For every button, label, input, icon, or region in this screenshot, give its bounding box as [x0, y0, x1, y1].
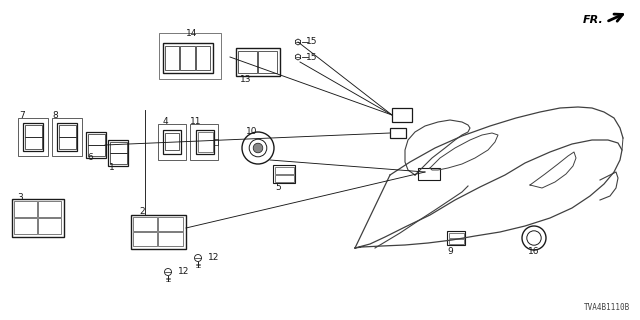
- Bar: [131, 215, 186, 249]
- Text: 10: 10: [246, 126, 258, 135]
- Bar: [236, 48, 280, 76]
- Text: 5: 5: [275, 183, 281, 193]
- Bar: [58, 124, 76, 137]
- Bar: [38, 218, 61, 234]
- Bar: [190, 124, 218, 160]
- Bar: [18, 118, 48, 156]
- Text: 4: 4: [162, 117, 168, 126]
- Text: 16: 16: [528, 247, 540, 257]
- Bar: [214, 139, 218, 145]
- Bar: [449, 239, 463, 244]
- Bar: [159, 33, 221, 79]
- Bar: [275, 175, 294, 182]
- Bar: [273, 165, 295, 183]
- Bar: [198, 132, 212, 152]
- Bar: [108, 140, 128, 166]
- Bar: [165, 133, 179, 150]
- Bar: [38, 201, 61, 217]
- Text: 8: 8: [52, 111, 58, 121]
- Bar: [88, 133, 104, 145]
- Bar: [132, 232, 157, 246]
- Text: FR.: FR.: [583, 15, 604, 25]
- Text: 15: 15: [307, 37, 317, 46]
- Bar: [392, 108, 412, 122]
- Text: 3: 3: [17, 193, 23, 202]
- Bar: [58, 137, 76, 149]
- Bar: [12, 199, 64, 237]
- Bar: [447, 231, 465, 245]
- Text: 14: 14: [186, 29, 198, 38]
- Bar: [14, 201, 37, 217]
- Bar: [132, 217, 157, 231]
- Text: 13: 13: [240, 76, 252, 84]
- Text: TVA4B1110B: TVA4B1110B: [584, 303, 630, 312]
- Text: 11: 11: [190, 117, 202, 126]
- Circle shape: [253, 143, 263, 153]
- Text: 2: 2: [139, 207, 145, 217]
- Bar: [275, 167, 294, 174]
- Bar: [23, 123, 43, 151]
- Bar: [57, 123, 77, 151]
- Bar: [418, 168, 440, 180]
- Bar: [14, 218, 37, 234]
- Bar: [88, 145, 104, 156]
- Text: 1: 1: [109, 163, 115, 172]
- Bar: [158, 124, 186, 160]
- Text: 6: 6: [87, 154, 93, 163]
- Bar: [24, 124, 42, 137]
- Bar: [238, 51, 257, 73]
- Bar: [158, 232, 182, 246]
- Bar: [390, 128, 406, 138]
- Bar: [109, 141, 127, 153]
- Bar: [24, 137, 42, 149]
- Bar: [196, 46, 210, 70]
- Bar: [52, 118, 82, 156]
- Bar: [196, 130, 214, 154]
- Bar: [449, 233, 463, 238]
- Text: 9: 9: [447, 247, 453, 257]
- Bar: [258, 51, 277, 73]
- Bar: [163, 43, 213, 73]
- Bar: [165, 46, 179, 70]
- Text: 7: 7: [19, 111, 25, 121]
- Text: 12: 12: [178, 268, 189, 276]
- Bar: [109, 153, 127, 164]
- Text: 12: 12: [208, 253, 220, 262]
- Bar: [158, 217, 182, 231]
- Bar: [163, 130, 181, 154]
- Bar: [86, 132, 106, 158]
- Text: 15: 15: [307, 52, 317, 61]
- Bar: [180, 46, 195, 70]
